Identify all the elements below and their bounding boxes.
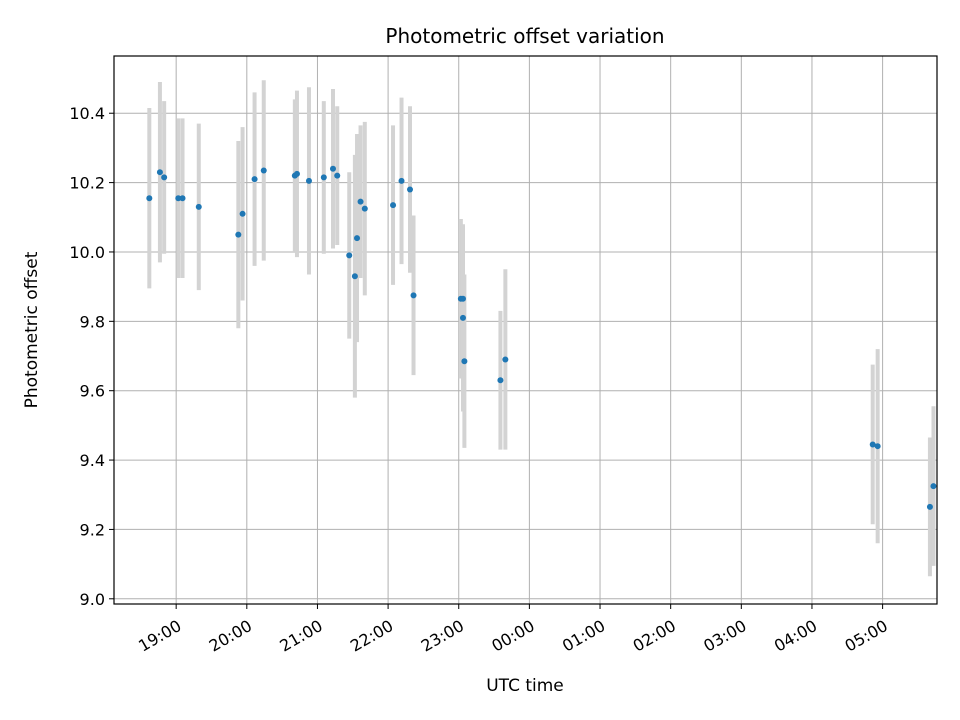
data-point — [398, 177, 405, 184]
x-tick-label: 23:00 — [418, 616, 467, 656]
data-point — [361, 205, 368, 212]
grid-lines — [114, 56, 937, 604]
data-point — [305, 177, 312, 184]
x-tick-label: 19:00 — [135, 616, 184, 656]
data-point — [406, 186, 413, 193]
x-tick-label: 02:00 — [630, 616, 679, 656]
data-point — [146, 195, 153, 202]
data-point — [175, 195, 182, 202]
chart-title: Photometric offset variation — [385, 24, 664, 48]
y-tick-label: 10.0 — [69, 243, 105, 262]
error-bars — [147, 80, 936, 577]
data-point — [320, 174, 327, 181]
y-tick-label: 10.4 — [69, 104, 105, 123]
y-axis-label: Photometric offset — [22, 251, 42, 408]
data-point — [334, 172, 341, 179]
data-point — [293, 170, 300, 177]
x-axis-ticks: 19:00 20:00 21:00 22:00 23:00 00:00 01:00 02:00… — [135, 604, 891, 656]
x-tick-label: 00:00 — [488, 616, 537, 656]
data-point — [357, 198, 364, 205]
data-point — [461, 358, 468, 365]
y-tick-label: 9.8 — [80, 312, 105, 331]
data-point — [930, 483, 937, 490]
data-point — [260, 167, 267, 174]
data-point — [390, 202, 397, 209]
data-point — [251, 176, 258, 183]
data-points — [146, 165, 937, 510]
data-point — [179, 195, 186, 202]
x-tick-label: 22:00 — [347, 616, 396, 656]
data-point — [926, 503, 933, 510]
y-tick-label: 9.0 — [80, 590, 105, 609]
data-point — [351, 273, 358, 280]
x-tick-label: 05:00 — [842, 616, 891, 656]
y-tick-label: 9.4 — [80, 451, 105, 470]
x-tick-label: 03:00 — [700, 616, 749, 656]
data-point — [239, 210, 246, 217]
data-point — [502, 356, 509, 363]
data-point — [459, 295, 466, 302]
x-tick-label: 21:00 — [276, 616, 325, 656]
data-point — [235, 231, 242, 238]
data-point — [156, 169, 163, 176]
data-point — [869, 441, 876, 448]
x-tick-label: 04:00 — [771, 616, 820, 656]
data-point — [354, 235, 361, 242]
y-tick-label: 10.2 — [69, 174, 105, 193]
data-point — [459, 314, 466, 321]
x-tick-label: 20:00 — [206, 616, 255, 656]
data-point — [874, 443, 881, 450]
y-tick-label: 9.6 — [80, 382, 105, 401]
data-point — [195, 203, 202, 210]
data-point — [161, 174, 168, 181]
data-point — [329, 165, 336, 172]
x-tick-label: 01:00 — [559, 616, 608, 656]
data-point — [410, 292, 417, 299]
x-axis-label: UTC time — [486, 676, 564, 696]
plot-frame — [113, 55, 938, 605]
data-point — [497, 377, 504, 384]
y-tick-label: 9.2 — [80, 520, 105, 539]
data-point — [346, 252, 353, 259]
y-axis-ticks: 9.0 9.2 9.4 9.6 9.8 10.0 10.2 10.4 — [69, 104, 114, 609]
